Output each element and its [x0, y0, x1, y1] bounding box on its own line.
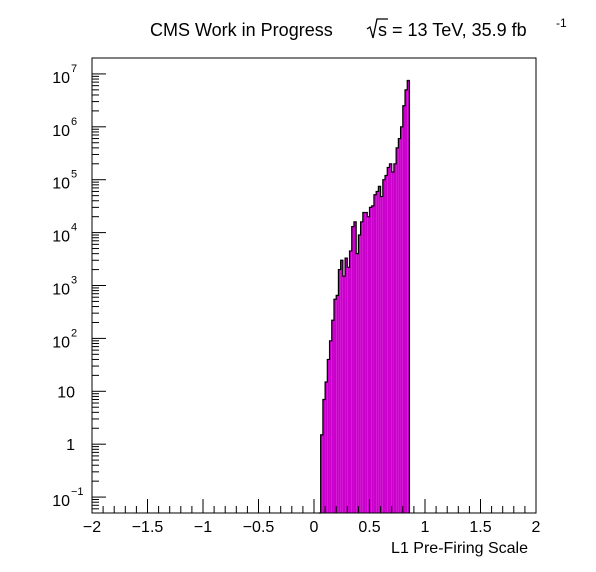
histogram-bar — [340, 260, 343, 513]
histogram-bar — [391, 171, 394, 513]
y-tick-exponent: 6 — [71, 116, 77, 128]
histogram-bar — [362, 212, 366, 513]
histogram-bar — [353, 221, 357, 514]
y-tick-base: 10 — [52, 493, 70, 510]
histogram-bars — [320, 80, 410, 514]
y-tick-label: 103 — [52, 275, 77, 299]
title-energy-label: s — [378, 20, 387, 40]
y-tick-exponent: 3 — [71, 275, 77, 287]
y-tick-label: 104 — [52, 222, 77, 246]
y-tick-base: 10 — [52, 282, 70, 299]
histogram-bar — [407, 80, 410, 514]
histogram-bar — [371, 205, 374, 513]
histogram-bar — [398, 138, 401, 513]
histogram-bar — [327, 359, 330, 513]
y-tick-exponent: 2 — [71, 327, 77, 339]
plot-frame — [91, 57, 537, 514]
y-tick-label: 1 — [66, 437, 75, 454]
histogram-bar — [389, 163, 392, 513]
histogram-bar — [331, 320, 334, 513]
histogram-bar — [367, 216, 370, 513]
histogram-bar — [360, 221, 363, 514]
y-tick-exponent: 4 — [71, 222, 77, 234]
y-tick-base: 10 — [52, 176, 70, 193]
x-tick-label: 0 — [310, 519, 319, 536]
histogram-bar — [342, 276, 346, 513]
histogram-bar — [402, 105, 406, 514]
x-tick-label: −1 — [194, 519, 212, 536]
histogram-bar — [380, 196, 383, 514]
histogram-bar — [373, 194, 377, 513]
y-tick-base: 10 — [52, 70, 70, 87]
histogram-bar — [376, 191, 379, 513]
histogram-bar — [365, 212, 368, 513]
histogram-bar — [333, 299, 337, 513]
x-tick-label: 1.5 — [469, 519, 491, 536]
y-tick-base: 10 — [57, 384, 75, 401]
title-lumi-exponent: -1 — [556, 16, 567, 30]
y-axis-ticks — [92, 57, 106, 514]
histogram-bar — [322, 399, 326, 513]
histogram-bar — [393, 163, 397, 513]
y-tick-exponent: 5 — [71, 169, 77, 181]
histogram-bar — [405, 89, 408, 513]
y-tick-base: 10 — [52, 123, 70, 140]
y-tick-label: 102 — [52, 327, 77, 351]
histogram-bar — [345, 258, 348, 513]
y-tick-label: 107 — [52, 63, 77, 87]
x-tick-label: 2 — [532, 519, 541, 536]
histogram-bar — [385, 175, 388, 514]
y-tick-exponent: 7 — [71, 63, 77, 75]
x-tick-label: 0.5 — [358, 519, 380, 536]
histogram-outline — [318, 79, 411, 514]
x-axis-title: L1 Pre-Firing Scale — [391, 540, 528, 557]
title-main: CMS Work in Progress — [150, 20, 333, 40]
x-axis-ticks — [91, 499, 537, 513]
histogram-bar — [351, 226, 354, 513]
histogram-bar — [336, 295, 339, 513]
histogram-bar — [325, 381, 328, 513]
histogram-bar — [329, 340, 332, 513]
y-tick-base: 10 — [52, 229, 70, 246]
x-axis-tick-labels: −2 −1.5 −1 −0.5 0 0.5 1 1.5 2 — [83, 519, 541, 536]
y-tick-label: 105 — [52, 169, 77, 193]
histogram-bar — [378, 186, 381, 513]
histogram-bar — [400, 126, 403, 513]
histogram-bar — [347, 267, 350, 513]
histogram-bar — [387, 167, 390, 513]
y-tick-base: 10 — [52, 334, 70, 351]
title-energy-value: = 13 TeV, 35.9 fb — [387, 20, 527, 40]
y-tick-exponent: −1 — [71, 486, 84, 498]
histogram-bar — [396, 147, 399, 513]
histogram-bar — [349, 250, 352, 513]
x-tick-label: −1.5 — [132, 519, 164, 536]
histogram-bar — [358, 235, 361, 513]
histogram-bar — [382, 179, 386, 514]
histogram-bar — [338, 269, 341, 513]
x-tick-label: 1 — [421, 519, 430, 536]
y-tick-label: 10 — [57, 384, 75, 401]
sqrt-symbol — [366, 18, 388, 39]
histogram-bar — [369, 207, 372, 513]
x-tick-label: −0.5 — [243, 519, 275, 536]
x-tick-label: −2 — [83, 519, 101, 536]
histogram-bar — [356, 253, 359, 513]
chart-title: CMS Work in Progress s = 13 TeV, 35.9 fb… — [150, 16, 567, 40]
y-tick-label: 106 — [52, 116, 77, 140]
histogram-bar — [320, 434, 323, 513]
y-tick-label: 10−1 — [52, 486, 83, 510]
y-tick-base: 1 — [66, 437, 75, 454]
